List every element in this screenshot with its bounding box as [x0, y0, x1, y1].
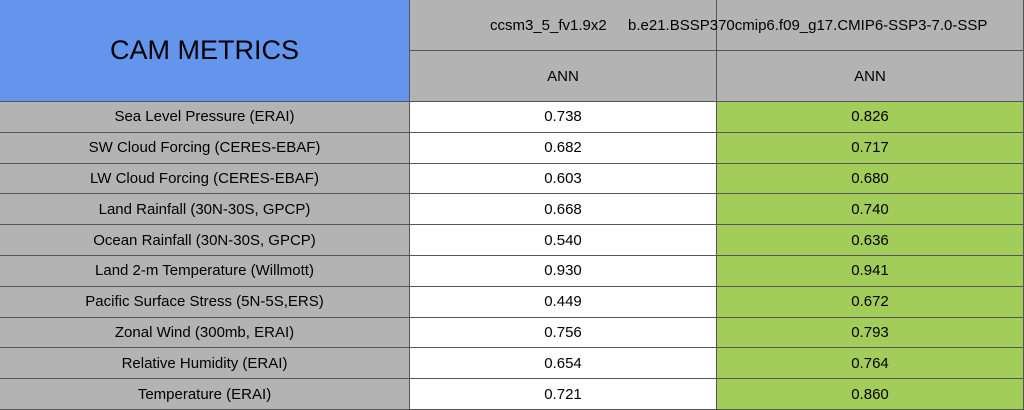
metric-value: 0.826: [717, 102, 1024, 133]
row-label: Ocean Rainfall (30N-30S, GPCP): [0, 225, 410, 256]
metric-value: 0.603: [410, 163, 717, 195]
metric-value: 0.793: [717, 317, 1024, 349]
column-subheader: ANN: [410, 51, 717, 102]
row-label: Pacific Surface Stress (5N-5S,ERS): [0, 286, 410, 318]
row-label: Temperature (ERAI): [0, 379, 410, 410]
metric-value: 0.738: [410, 102, 717, 133]
column-header-cell: [410, 0, 717, 51]
metric-value: 0.740: [717, 194, 1024, 226]
metric-value: 0.668: [410, 194, 717, 226]
metric-value: 0.672: [717, 286, 1024, 318]
metric-value: 0.540: [410, 225, 717, 256]
row-label: Land Rainfall (30N-30S, GPCP): [0, 194, 410, 226]
metric-value: 0.930: [410, 256, 717, 287]
metric-value: 0.756: [410, 317, 717, 349]
row-label: LW Cloud Forcing (CERES-EBAF): [0, 163, 410, 195]
metric-value: 0.764: [717, 348, 1024, 380]
column-subheader: ANN: [717, 51, 1024, 102]
row-label: SW Cloud Forcing (CERES-EBAF): [0, 132, 410, 164]
metric-value: 0.449: [410, 286, 717, 318]
table-title: CAM METRICS: [0, 0, 410, 102]
column-header: b.e21.BSSP370cmip6.f09_g17.CMIP6-SSP3-7.…: [628, 17, 988, 34]
column-header-cell: [717, 0, 1024, 51]
metric-value: 0.636: [717, 225, 1024, 256]
metric-value: 0.860: [717, 379, 1024, 410]
metric-value: 0.721: [410, 379, 717, 410]
row-label: Zonal Wind (300mb, ERAI): [0, 317, 410, 349]
metric-value: 0.941: [717, 256, 1024, 287]
row-label: Sea Level Pressure (ERAI): [0, 102, 410, 133]
metric-value: 0.717: [717, 132, 1024, 164]
metric-value: 0.654: [410, 348, 717, 380]
row-label: Land 2-m Temperature (Willmott): [0, 256, 410, 287]
metric-value: 0.682: [410, 132, 717, 164]
metric-value: 0.680: [717, 163, 1024, 195]
row-label: Relative Humidity (ERAI): [0, 348, 410, 380]
column-header: ccsm3_5_fv1.9x2: [490, 17, 607, 34]
